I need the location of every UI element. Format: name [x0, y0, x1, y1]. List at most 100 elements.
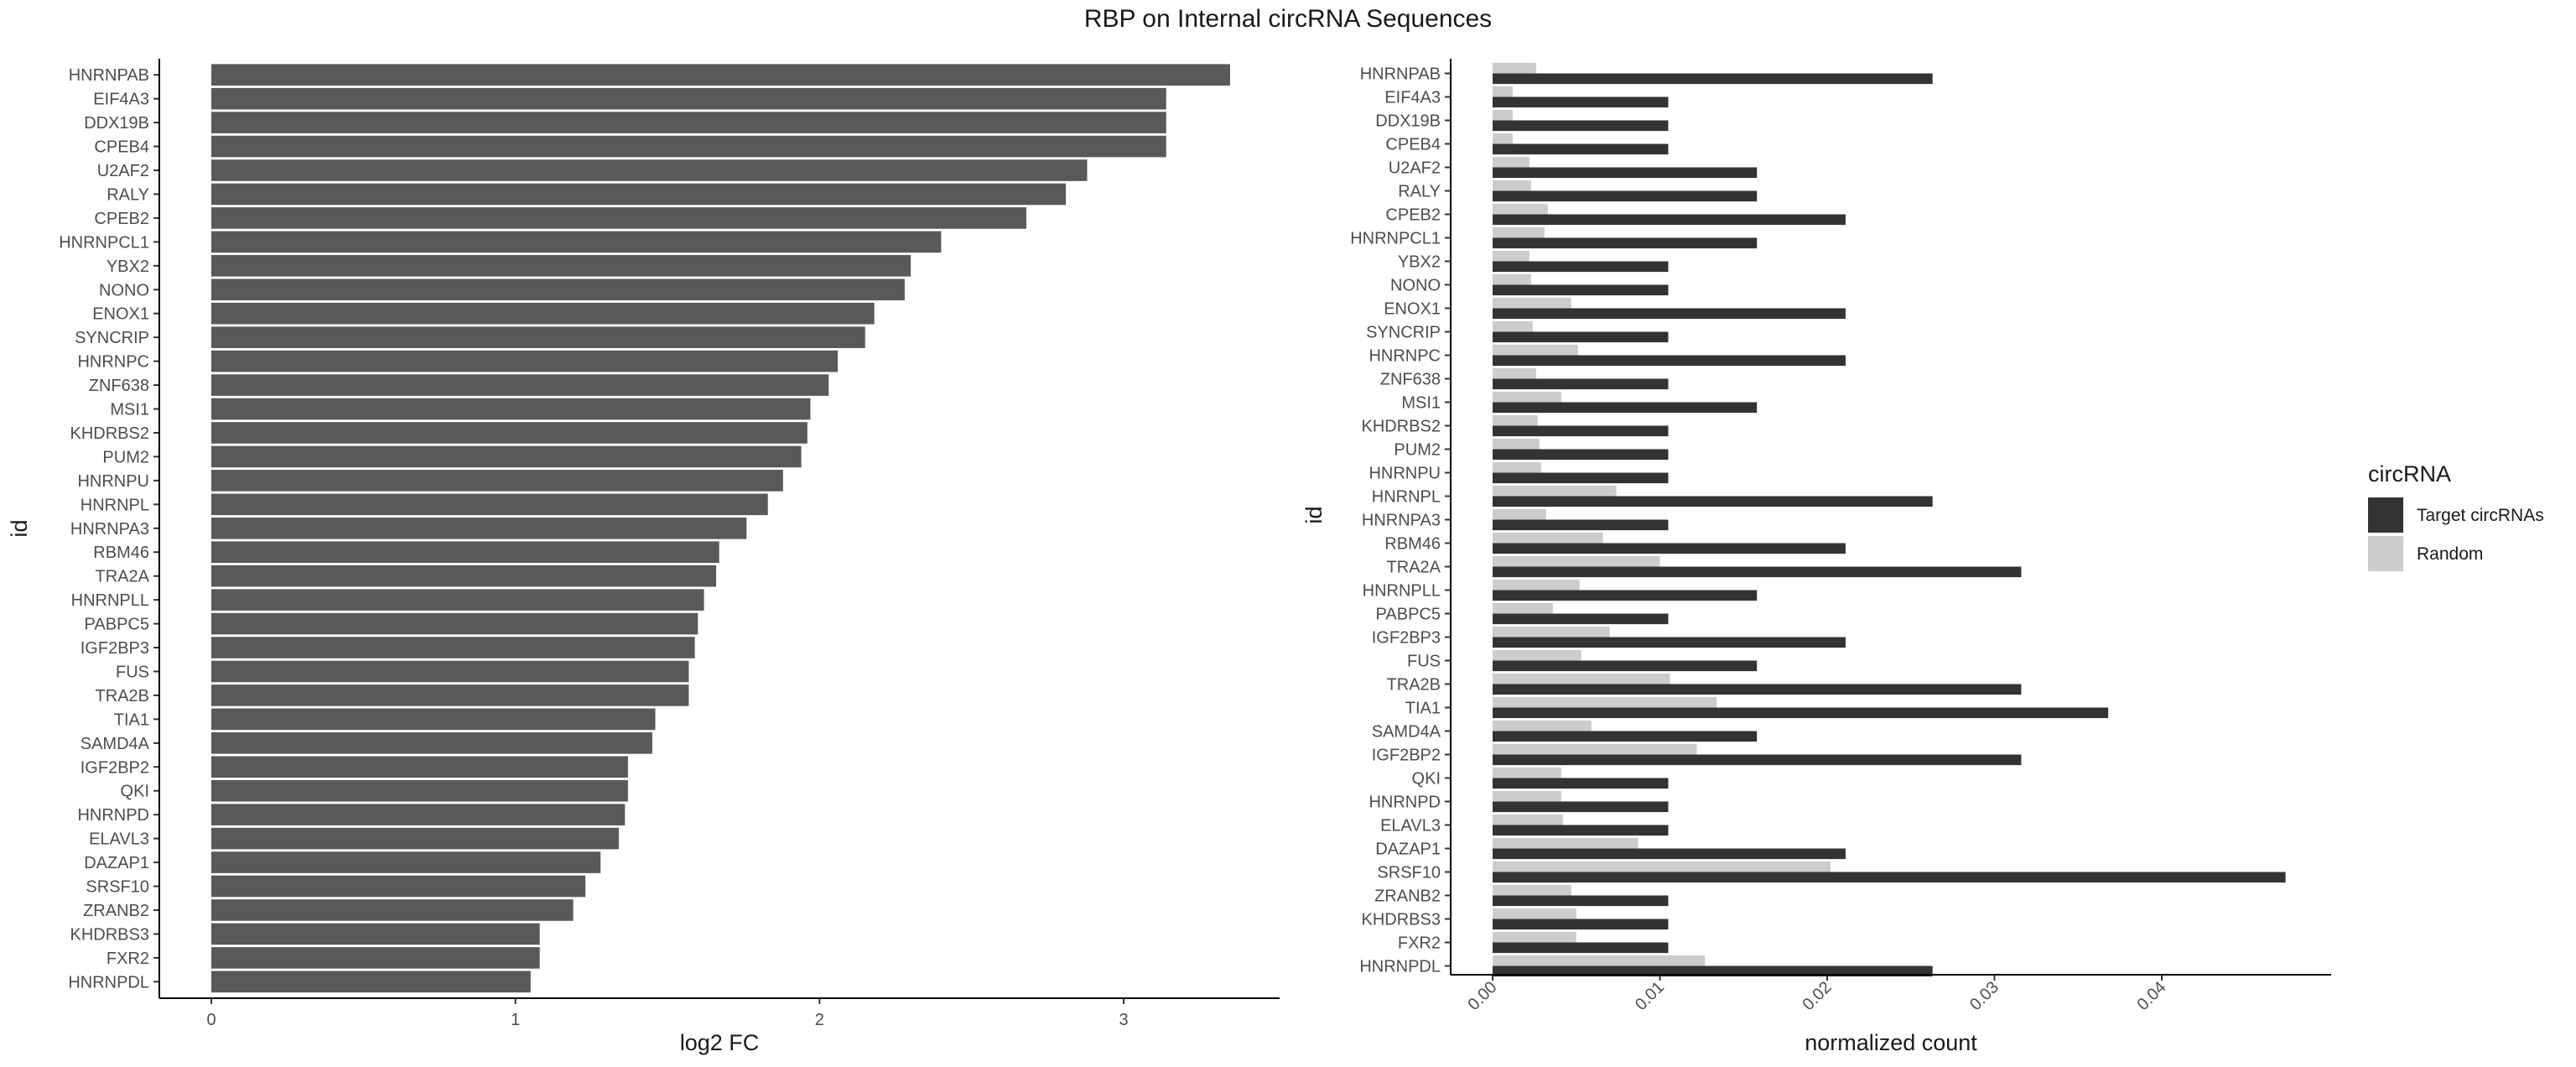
- right-bar-target: [1493, 402, 1758, 414]
- left-y-tick-label: ZNF638: [89, 377, 149, 395]
- right-bar-target: [1493, 942, 1669, 954]
- right-bar-random: [1493, 109, 1513, 121]
- left-y-tick-label: DDX19B: [84, 114, 149, 133]
- right-y-tick-label: DDX19B: [1375, 112, 1441, 131]
- right-bar-target: [1493, 96, 1669, 108]
- right-bar-target: [1493, 848, 1846, 860]
- left-x-tick-label: 2: [815, 1011, 824, 1029]
- right-bar-target: [1493, 778, 1669, 789]
- chart-title: RBP on Internal circRNA Sequences: [1084, 5, 1492, 33]
- left-bar: [211, 875, 586, 898]
- right-y-tick-label: HNRNPDL: [1359, 958, 1441, 976]
- right-bar-target: [1493, 284, 1669, 296]
- right-y-tick-label: MSI1: [1401, 394, 1441, 413]
- left-y-tick-label: KHDRBS3: [70, 925, 149, 944]
- left-y-tick-label: SYNCRIP: [75, 329, 149, 347]
- right-bar-random: [1493, 696, 1717, 708]
- right-y-tick-label: U2AF2: [1389, 159, 1441, 178]
- right-bar-random: [1493, 273, 1531, 285]
- left-y-tick-label: KHDRBS2: [70, 424, 149, 443]
- left-y-tick-label: ZRANB2: [83, 902, 149, 920]
- left-y-tick-label: QKI: [121, 783, 149, 801]
- right-bar-random: [1493, 837, 1639, 849]
- legend: circRNA Target circRNAs Random: [2368, 461, 2544, 571]
- left-y-tick-label: TRA2A: [96, 568, 150, 586]
- right-y-tick-label: EIF4A3: [1384, 89, 1441, 107]
- right-bar-target: [1493, 308, 1846, 320]
- left-bar: [211, 493, 768, 516]
- right-bar-target: [1493, 637, 1846, 648]
- left-y-tick-label: EIF4A3: [93, 91, 149, 109]
- right-bar-random: [1493, 180, 1531, 191]
- right-bar-random: [1493, 344, 1578, 356]
- right-y-tick-label: HNRNPU: [1368, 465, 1441, 483]
- left-bar: [211, 827, 619, 850]
- right-bar-target: [1493, 754, 2022, 766]
- right-y-tick-label: PUM2: [1394, 441, 1441, 460]
- right-bar-target: [1493, 872, 2286, 883]
- right-bar-random: [1493, 649, 1581, 661]
- left-y-tick-label: YBX2: [106, 258, 149, 276]
- left-bar: [211, 422, 808, 444]
- left-y-tick-label: SAMD4A: [80, 735, 150, 753]
- right-y-axis-title: id: [1301, 506, 1327, 523]
- right-bar-target: [1493, 190, 1758, 202]
- left-y-tick-label: SRSF10: [86, 878, 149, 897]
- legend-swatch: [2368, 497, 2403, 533]
- right-bar-random: [1493, 297, 1571, 309]
- left-bar: [211, 350, 839, 372]
- left-bar: [211, 851, 601, 873]
- right-bar-target: [1493, 143, 1669, 155]
- left-bar: [211, 899, 574, 921]
- right-bar-random: [1493, 485, 1617, 497]
- right-bar-target: [1493, 895, 1669, 907]
- right-panel: HNRNPAB EIF4A3 DDX19B CPEB4 U2AF2 RALY CPEB2 HN…: [1301, 59, 2331, 1055]
- right-bar-target: [1493, 825, 1669, 836]
- right-bar-target: [1493, 543, 1846, 554]
- left-y-tick-label: HNRNPU: [77, 472, 149, 491]
- right-bar-target: [1493, 73, 1933, 85]
- right-bar-random: [1493, 508, 1546, 520]
- right-y-tick-label: HNRNPD: [1368, 794, 1441, 812]
- right-bar-random: [1493, 461, 1541, 473]
- right-x-tick-label: 0.00: [1464, 978, 1500, 1014]
- right-y-tick-label: IGF2BP2: [1372, 747, 1441, 765]
- right-bar-target: [1493, 590, 1758, 601]
- left-bar: [211, 470, 783, 492]
- right-y-tick-label: RBM46: [1384, 535, 1441, 554]
- left-y-tick-label: PUM2: [102, 448, 149, 466]
- right-bar-random: [1493, 673, 1670, 684]
- right-bar-random: [1493, 814, 1563, 825]
- right-y-tick-label: FXR2: [1398, 934, 1441, 953]
- left-y-tick-label: IGF2BP2: [80, 758, 149, 777]
- right-bar-target: [1493, 660, 1758, 672]
- right-bar-random: [1493, 908, 1576, 919]
- right-y-tick-label: ZRANB2: [1374, 887, 1441, 906]
- right-bar-target: [1493, 449, 1669, 461]
- left-bar: [211, 612, 699, 635]
- left-y-tick-label: ENOX1: [92, 305, 149, 324]
- right-bar-random: [1493, 250, 1530, 262]
- left-bar: [211, 278, 905, 301]
- left-bar: [211, 326, 865, 348]
- right-bar-target: [1493, 566, 2022, 578]
- left-y-tick-label: PABPC5: [85, 616, 149, 634]
- right-y-tick-label: TRA2B: [1387, 676, 1441, 695]
- left-bar: [211, 302, 875, 325]
- left-bar: [211, 64, 1230, 86]
- left-bar: [211, 565, 717, 587]
- legend-items: Target circRNAs Random: [2368, 497, 2544, 571]
- right-bar-target: [1493, 237, 1758, 249]
- left-bar: [211, 947, 540, 969]
- right-bar-target: [1493, 613, 1669, 625]
- left-y-tick-label: HNRNPA3: [70, 520, 149, 539]
- left-bar: [211, 207, 1026, 229]
- right-bar-random: [1493, 226, 1545, 238]
- left-bar: [211, 445, 802, 468]
- legend-title: circRNA: [2368, 461, 2451, 487]
- right-bar-random: [1493, 86, 1513, 97]
- right-bar-random: [1493, 203, 1548, 215]
- right-y-tick-label: KHDRBS2: [1362, 418, 1441, 436]
- right-bar-target: [1493, 425, 1669, 437]
